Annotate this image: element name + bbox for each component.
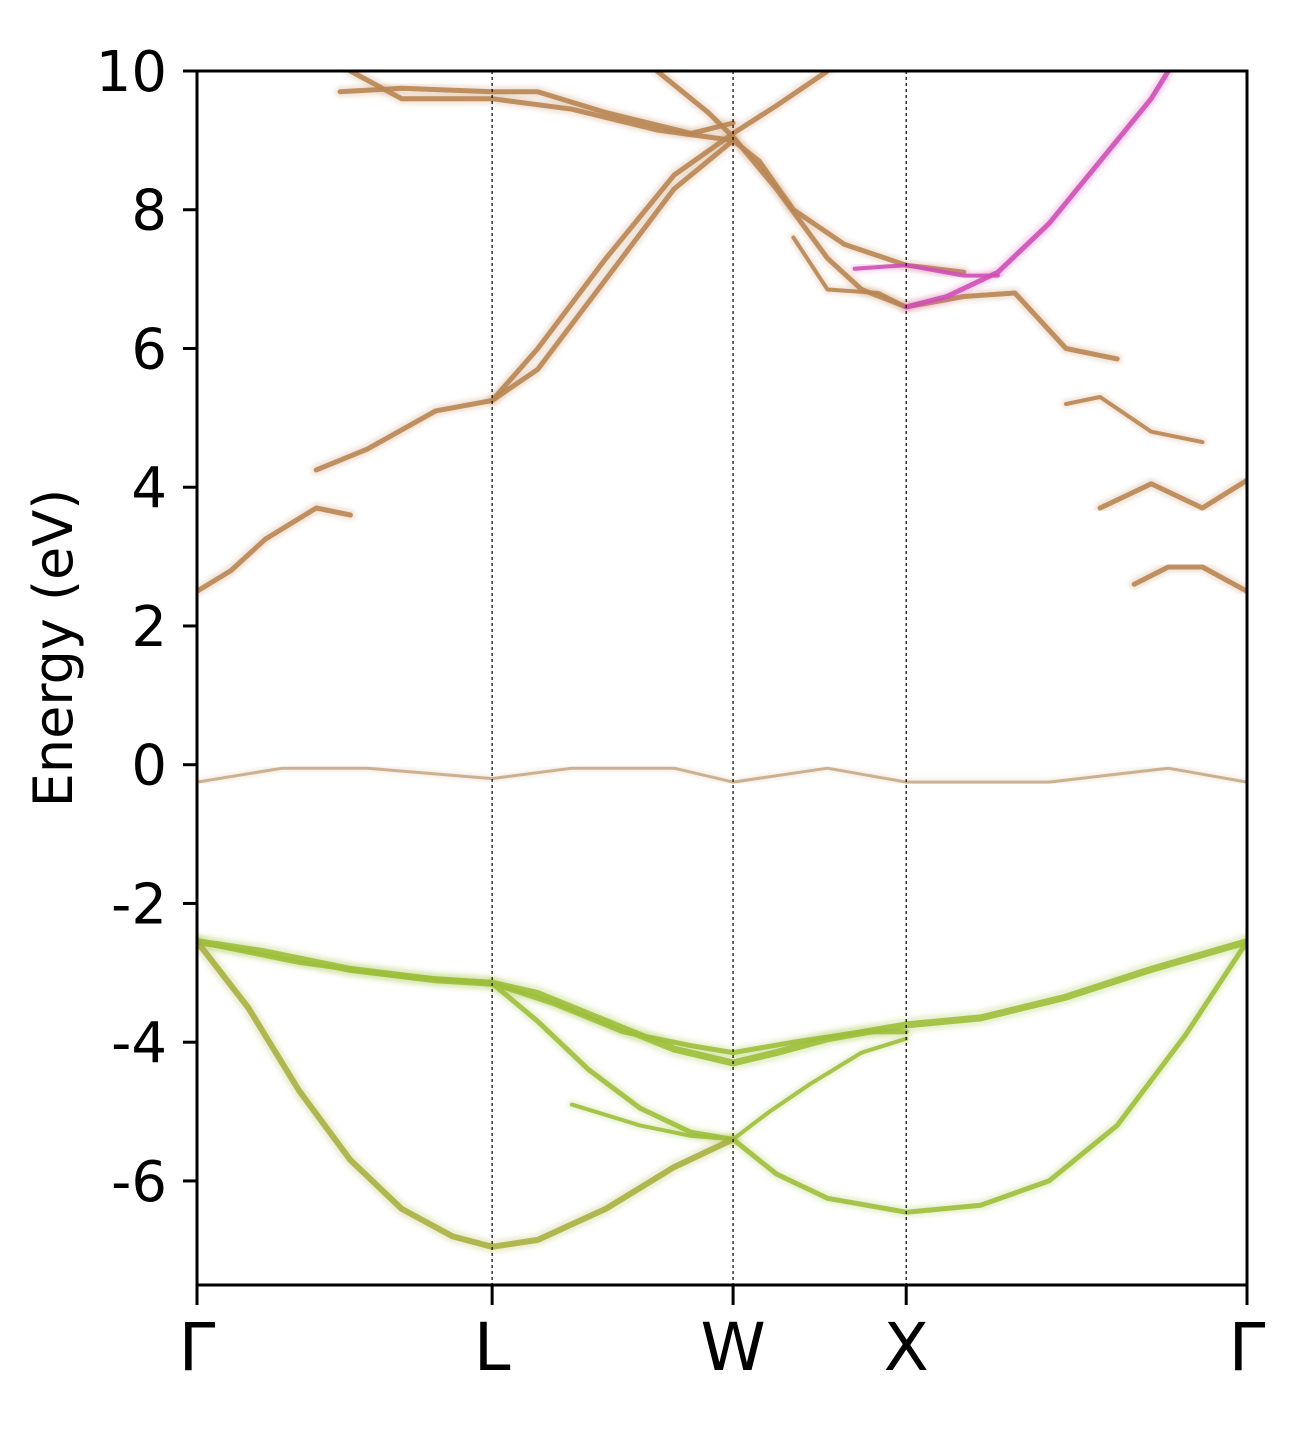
y-tick-label: 0	[131, 734, 167, 799]
y-tick-label: 6	[131, 317, 167, 382]
y-axis-label: Energy (eV)	[22, 489, 85, 808]
x-tick-label: W	[700, 1309, 765, 1386]
y-tick-label: -6	[111, 1150, 167, 1215]
y-tick-label: -4	[111, 1011, 167, 1076]
band-line-conduction	[1097, 477, 1247, 511]
x-tick-label: Γ	[1229, 1309, 1266, 1386]
bands-layer	[197, 71, 1247, 1254]
band-line-conduction_high	[903, 71, 1171, 310]
band-line-conduction	[654, 71, 1120, 362]
x-tick-label: X	[884, 1309, 929, 1386]
band-line-conduction	[1064, 395, 1205, 445]
band-glow-valence	[197, 933, 1247, 1071]
y-tick-label: 2	[131, 595, 167, 660]
band-line-conduction	[313, 137, 967, 473]
y-axis: 10 8 6 4 2 0 -2 -4 -6	[96, 40, 197, 1215]
band-line-valence	[489, 939, 1247, 1215]
band-line-conduction	[197, 505, 353, 594]
band-line-valence	[197, 938, 1247, 1067]
y-tick-label: 8	[131, 179, 167, 244]
band-line-conduction	[791, 235, 909, 309]
band-line-flat_band	[197, 766, 1247, 784]
y-tick-label: 4	[131, 456, 167, 521]
band-line-conduction	[337, 85, 736, 136]
band-line-valence_low	[197, 938, 737, 1250]
band-line-valence	[569, 1036, 909, 1142]
band-line-conduction_high	[852, 263, 1000, 278]
plot-frame	[195, 69, 1249, 1287]
y-tick-label: -2	[111, 872, 167, 937]
x-tick-label: Γ	[179, 1309, 216, 1386]
band-glow-conduction	[1128, 561, 1247, 597]
band-line-valence	[197, 939, 909, 1056]
band-glow-conduction	[651, 71, 1123, 365]
band-line-conduction	[1131, 564, 1247, 594]
band-line-conduction	[489, 71, 830, 403]
y-tick-label: 10	[96, 40, 167, 105]
x-tick-label: L	[474, 1309, 511, 1386]
